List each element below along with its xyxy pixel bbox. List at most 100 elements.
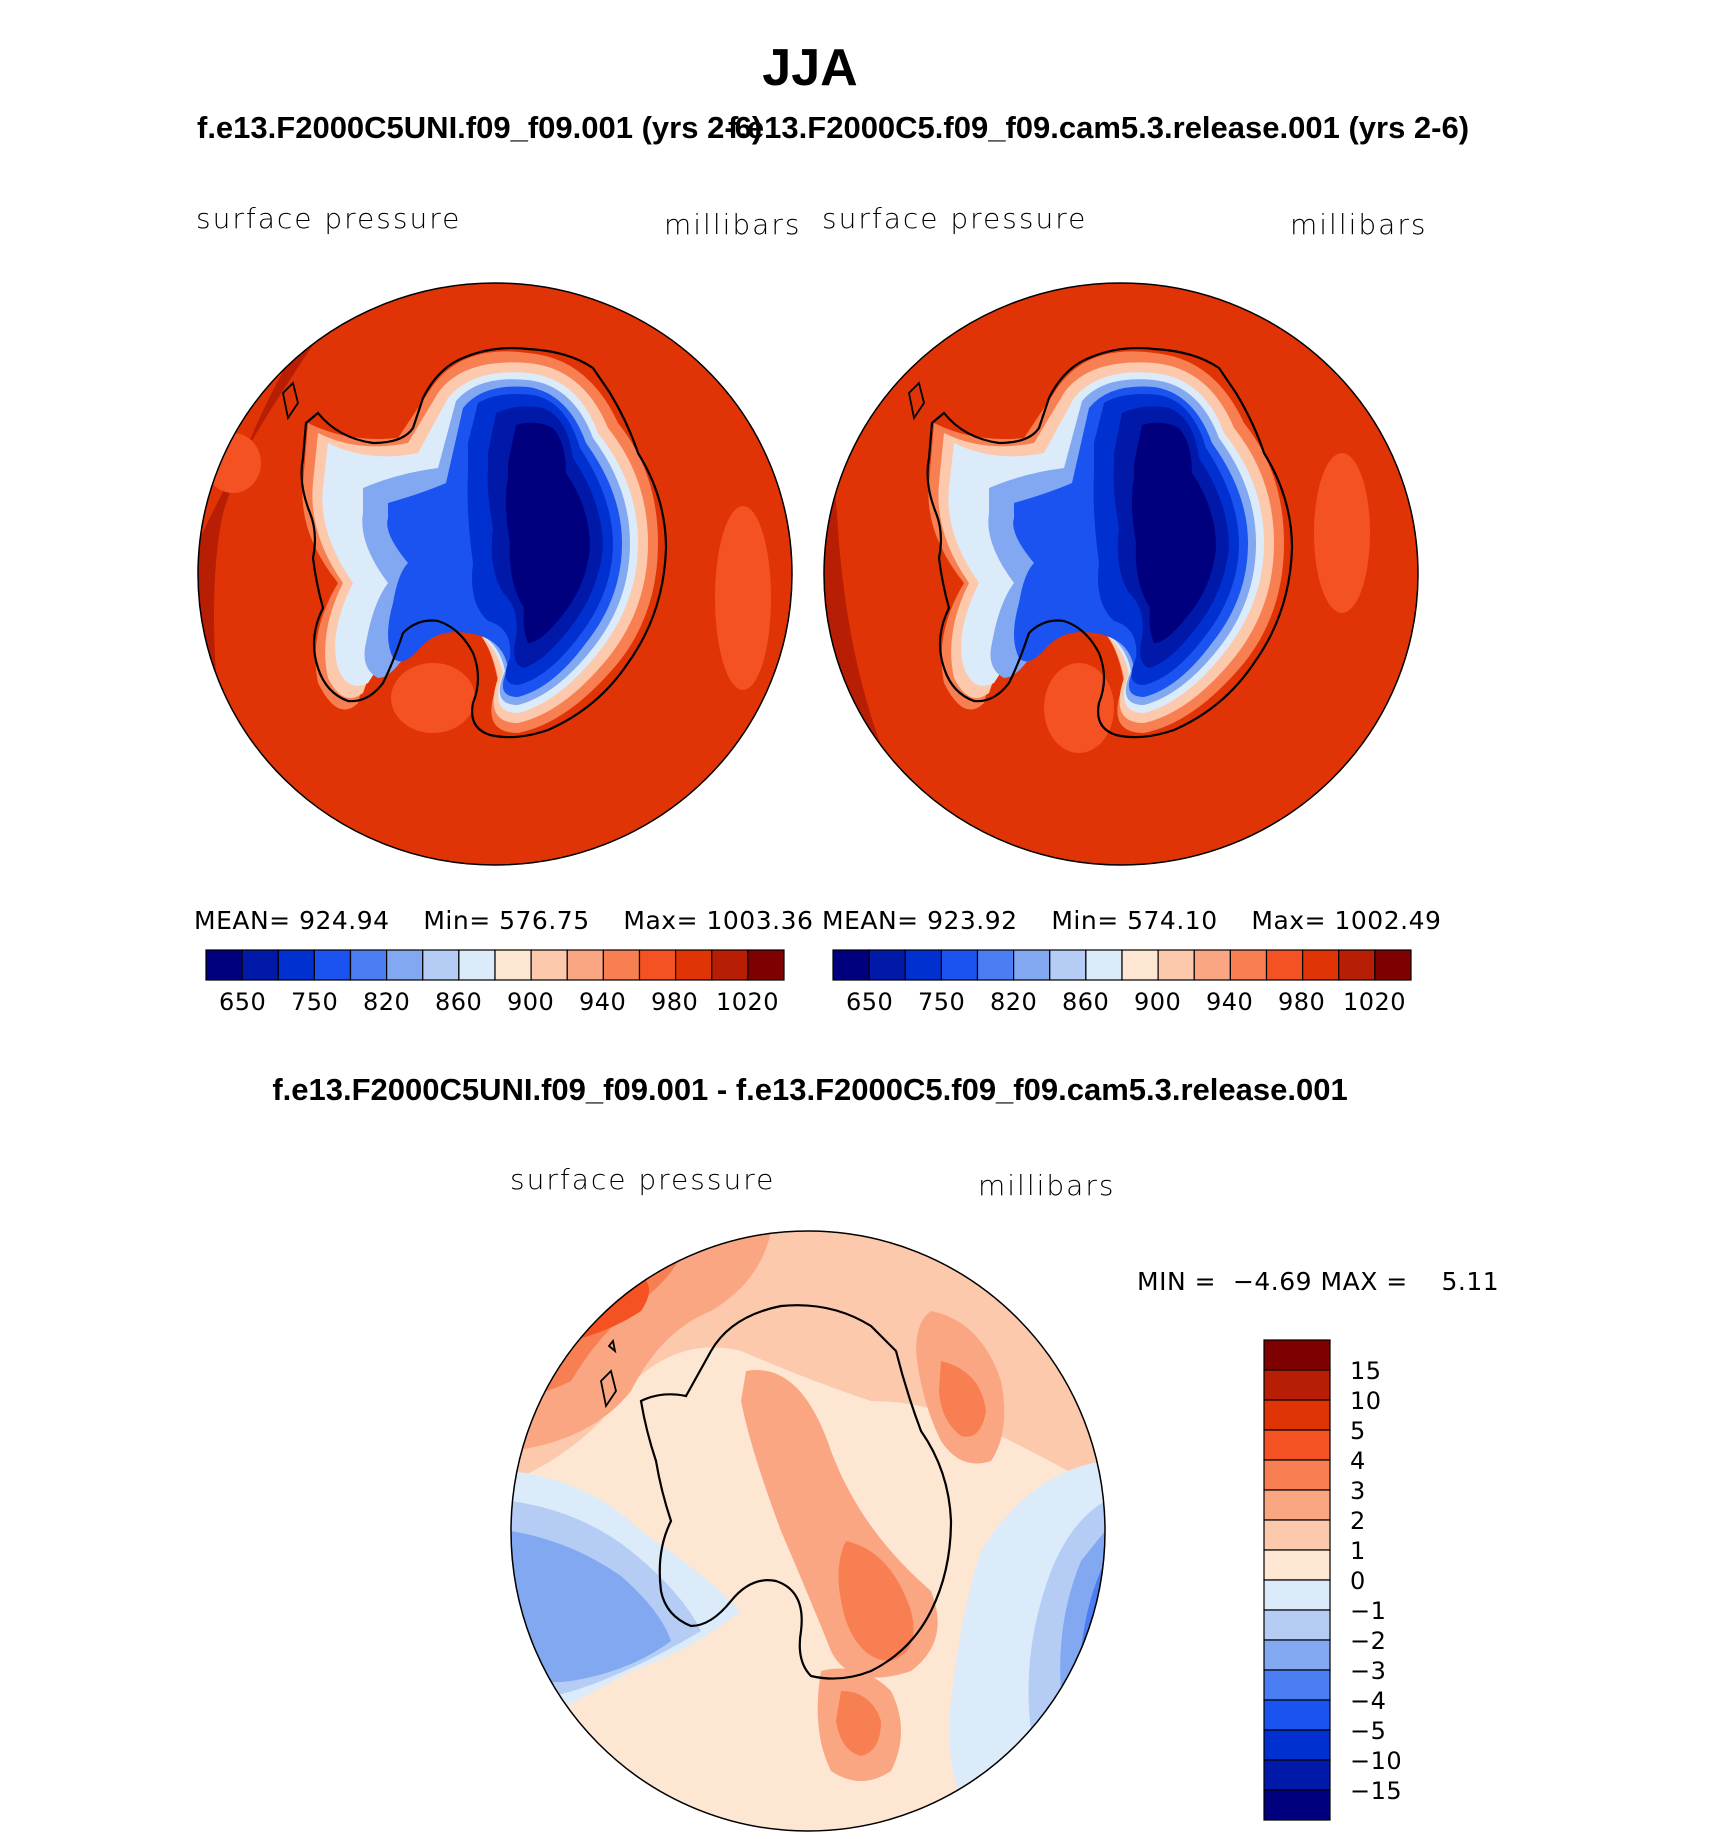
diff-tick-3: 3 — [1350, 1477, 1366, 1505]
colorbar-swatch — [1263, 1489, 1331, 1521]
map-boundary — [823, 282, 1419, 866]
left-mean-label: MEAN= — [194, 906, 291, 935]
diff-units-label: millibars — [978, 1169, 1116, 1202]
left-polar-map — [197, 282, 793, 866]
right-tick-820: 820 — [990, 988, 1038, 1016]
colorbar-swatch — [1121, 949, 1159, 981]
diff-variable-label: surface pressure — [510, 1163, 776, 1196]
left-max-value: 1003.36 — [706, 906, 814, 935]
left-tick-820: 820 — [363, 988, 411, 1016]
difference-title: f.e13.F2000C5UNI.f09_f09.001 - f.e13.F20… — [272, 1072, 1348, 1107]
diff-tick-5: 5 — [1350, 1417, 1366, 1445]
main-title: JJA — [762, 39, 858, 97]
colorbar-swatch — [747, 949, 785, 981]
colorbar-swatch — [530, 949, 568, 981]
antarctica-coastline — [639, 1304, 953, 1680]
colorbar-swatch — [1013, 949, 1051, 981]
case-title-left: f.e13.F2000C5UNI.f09_f09.001 (yrs 2-6) — [197, 110, 763, 145]
colorbar-swatch — [1263, 1669, 1331, 1701]
colorbar-swatch — [1263, 1429, 1331, 1461]
right-tick-940: 940 — [1206, 988, 1254, 1016]
left-tick-650: 650 — [219, 988, 267, 1016]
colorbar-swatch — [241, 949, 279, 981]
colorbar-swatch — [1085, 949, 1123, 981]
left-tick-900: 900 — [507, 988, 555, 1016]
colorbar-swatch — [1263, 1699, 1331, 1731]
colorbar-swatch — [1263, 1369, 1331, 1401]
diff-max-value: 5.11 — [1441, 1267, 1500, 1296]
right-min-value: 574.10 — [1127, 906, 1218, 935]
colorbar-swatch — [976, 949, 1015, 981]
diff-tick-4: 4 — [1350, 1447, 1366, 1475]
diff-tick-neg10: −10 — [1350, 1747, 1403, 1775]
map-boundary — [510, 1230, 1106, 1832]
colorbar-swatch — [1338, 949, 1376, 981]
antarctica-coastline — [926, 346, 1294, 739]
left-tick-980: 980 — [651, 988, 699, 1016]
colorbar-swatch — [602, 949, 641, 981]
case-title-right: f.e13.F2000C5.f09_f09.cam5.3.release.001… — [728, 110, 1470, 145]
colorbar-swatch — [349, 949, 388, 981]
diff-tick-1: 1 — [1350, 1537, 1366, 1565]
colorbar-swatch — [1263, 1549, 1331, 1581]
left-min-label: Min= — [423, 906, 491, 935]
diff-max-label: MAX = — [1320, 1267, 1408, 1296]
left-colorbar — [205, 949, 785, 981]
right-tick-650: 650 — [846, 988, 894, 1016]
left-tick-940: 940 — [579, 988, 627, 1016]
right-polar-map — [823, 282, 1419, 866]
colorbar-swatch — [1229, 949, 1268, 981]
high-pressure-cell — [1044, 663, 1114, 753]
left-max-label: Max= — [623, 906, 699, 935]
colorbar-swatch — [675, 949, 713, 981]
right-stats: MEAN= 923.92 Min= 574.10 Max= 1002.49 — [822, 906, 1441, 935]
right-variable-label: surface pressure — [822, 202, 1088, 235]
left-units-label: millibars — [664, 208, 802, 241]
colorbar-swatch — [1263, 1339, 1331, 1371]
colorbar-swatch — [1263, 1579, 1331, 1611]
diff-tick-neg1: −1 — [1350, 1597, 1387, 1625]
colorbar-swatch — [638, 949, 677, 981]
left-tick-1020: 1020 — [716, 988, 780, 1016]
right-tick-980: 980 — [1278, 988, 1326, 1016]
colorbar-swatch — [1265, 949, 1304, 981]
right-tick-860: 860 — [1062, 988, 1110, 1016]
colorbar-swatch — [566, 949, 604, 981]
diff-tick-0: 0 — [1350, 1567, 1366, 1595]
right-colorbar — [832, 949, 1412, 981]
colorbar-swatch — [313, 949, 352, 981]
difference-polar-map — [510, 1230, 1106, 1832]
colorbar-swatch — [277, 949, 315, 981]
right-tick-900: 900 — [1134, 988, 1182, 1016]
colorbar-swatch — [1263, 1459, 1331, 1491]
left-mean-value: 924.94 — [299, 906, 390, 935]
diff-tick-neg5: −5 — [1350, 1717, 1387, 1745]
left-min-value: 576.75 — [499, 906, 590, 935]
colorbar-swatch — [1263, 1609, 1331, 1641]
high-pressure-cell — [1314, 453, 1370, 613]
colorbar-swatch — [458, 949, 496, 981]
diff-tick-neg15: −15 — [1350, 1777, 1403, 1805]
colorbar-swatch — [1263, 1759, 1331, 1791]
left-tick-750: 750 — [291, 988, 339, 1016]
plateau-low-pressure — [505, 422, 590, 643]
map-boundary — [197, 282, 793, 866]
colorbar-swatch — [422, 949, 460, 981]
diff-tick-10: 10 — [1350, 1387, 1382, 1415]
colorbar-swatch — [494, 949, 532, 981]
diff-minmax: MIN = −4.69 MAX = 5.11 — [1137, 1267, 1499, 1296]
left-variable-label: surface pressure — [196, 202, 462, 235]
diff-min-label: MIN = — [1137, 1267, 1217, 1296]
colorbar-swatch — [1049, 949, 1087, 981]
colorbar-swatch — [868, 949, 906, 981]
right-min-label: Min= — [1051, 906, 1119, 935]
antarctica-coastline — [300, 346, 668, 739]
left-stats: MEAN= 924.94 Min= 576.75 Max= 1003.36 — [194, 906, 813, 935]
colorbar-swatch — [1263, 1399, 1331, 1431]
right-max-value: 1002.49 — [1334, 906, 1442, 935]
right-tick-1020: 1020 — [1343, 988, 1407, 1016]
colorbar-swatch — [1263, 1639, 1331, 1671]
diff-tick-2: 2 — [1350, 1507, 1366, 1535]
diff-tick-15: 15 — [1350, 1357, 1382, 1385]
right-tick-750: 750 — [918, 988, 966, 1016]
